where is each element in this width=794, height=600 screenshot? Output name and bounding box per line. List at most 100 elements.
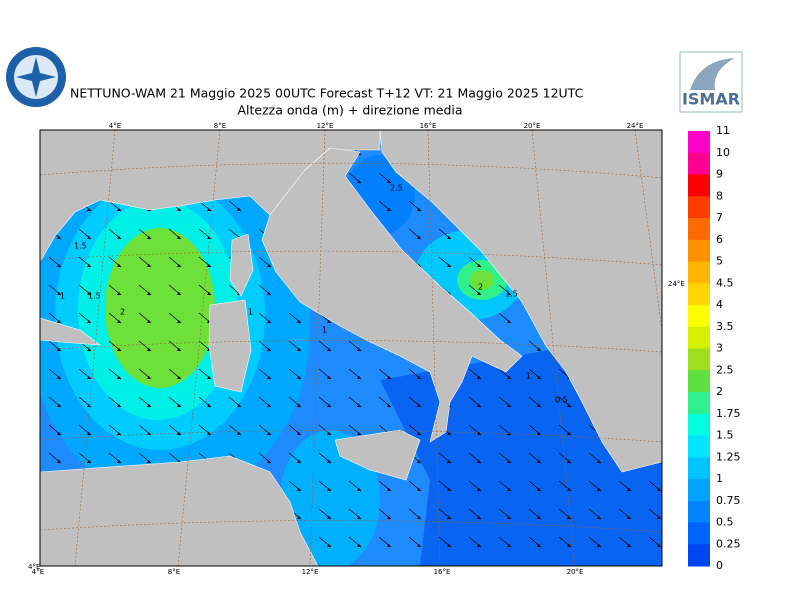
arrow-head xyxy=(537,488,541,491)
arrow-head xyxy=(447,236,451,239)
arrow-head xyxy=(147,460,151,463)
arrow-head xyxy=(387,488,391,491)
top-label: 12°E xyxy=(317,122,334,130)
contour-label: 0.5 xyxy=(555,396,568,405)
arrow-head xyxy=(87,432,91,435)
arrow-head xyxy=(417,488,421,491)
arrow-head xyxy=(87,264,91,267)
arrow-head xyxy=(417,404,421,407)
colorbar-band xyxy=(688,305,710,328)
arrow-head xyxy=(567,460,571,463)
arrow-head xyxy=(177,320,181,323)
arrow-head xyxy=(507,376,511,379)
arrow-head xyxy=(327,320,331,323)
arrow-head xyxy=(357,432,361,435)
arrow-head xyxy=(177,376,181,379)
colorbar-label: 5 xyxy=(716,255,723,268)
arrow-head xyxy=(237,208,241,211)
arrow-head xyxy=(477,376,481,379)
arrow-head xyxy=(297,460,301,463)
contour-label: 1.5 xyxy=(505,290,518,299)
arrow-head xyxy=(327,404,331,407)
arrow-head xyxy=(387,516,391,519)
arrow-head xyxy=(357,516,361,519)
bottom-label: 20°E xyxy=(567,568,584,576)
colorbar-label: 1 xyxy=(716,472,723,485)
title: NETTUNO-WAM 21 Maggio 2025 00UTC Forecas… xyxy=(70,86,584,101)
arrow-head xyxy=(507,460,511,463)
arrow-head xyxy=(87,236,91,239)
colorbar-label: 2.5 xyxy=(716,363,734,376)
arrow-head xyxy=(357,180,361,183)
arrow-head xyxy=(387,208,391,211)
arrow-head xyxy=(297,376,301,379)
arrow-head xyxy=(597,460,601,463)
arrow-head xyxy=(177,264,181,267)
arrow-head xyxy=(477,488,481,491)
arrow-head xyxy=(477,404,481,407)
arrow-head xyxy=(477,292,481,295)
arrow-head xyxy=(87,376,91,379)
colorbar-band xyxy=(688,239,710,262)
arrow-head xyxy=(147,404,151,407)
top-label: 24°E xyxy=(627,122,644,130)
graticule xyxy=(40,130,662,566)
arrow-head xyxy=(147,376,151,379)
arrow-head xyxy=(177,348,181,351)
arrow-head xyxy=(117,264,121,267)
arrow-head xyxy=(567,488,571,491)
arrow-head xyxy=(627,516,631,519)
contour-label: 1 xyxy=(60,292,65,301)
arrow-head xyxy=(267,264,271,267)
arrow-head xyxy=(327,460,331,463)
arrow-head xyxy=(507,320,511,323)
colorbar-band xyxy=(688,218,710,241)
top-label: 16°E xyxy=(420,122,437,130)
arrow-head xyxy=(57,460,61,463)
colorbar-label: 4 xyxy=(716,298,723,311)
colorbar-label: 1.25 xyxy=(716,450,741,463)
bottom-label: 4°E xyxy=(32,568,44,576)
arrow-head xyxy=(57,348,61,351)
bottom-label: 16°E xyxy=(434,568,451,576)
arrow-head xyxy=(417,236,421,239)
colorbar-label: 7 xyxy=(716,211,723,224)
colorbar-label: 8 xyxy=(716,189,723,202)
arrow-head xyxy=(447,460,451,463)
arrow-head xyxy=(417,432,421,435)
arrow-head xyxy=(117,404,121,407)
arrow-head xyxy=(567,432,571,435)
arrow-head xyxy=(327,488,331,491)
arrow-head xyxy=(357,376,361,379)
arrow-head xyxy=(267,376,271,379)
colorbar-label: 1.75 xyxy=(716,407,741,420)
arrow-head xyxy=(477,460,481,463)
arrow-head xyxy=(147,264,151,267)
arrow-head xyxy=(147,348,151,351)
arrow-head xyxy=(477,264,481,267)
arrow-head xyxy=(297,516,301,519)
arrow-head xyxy=(447,432,451,435)
arrow-head xyxy=(87,292,91,295)
colorbar-band xyxy=(688,435,710,458)
arrow-head xyxy=(567,544,571,547)
colorbar: 11 10 9 8 7 6 5 4.5 4 3.5 3 2.5 2 1.75 1.5 1.25 1 0.75 0.5… xyxy=(688,124,741,572)
colorbar-band xyxy=(688,457,710,480)
map-frame xyxy=(39,129,663,567)
arrow-head xyxy=(267,320,271,323)
contour-label: 1 xyxy=(322,326,327,335)
arrow-head xyxy=(237,432,241,435)
colorbar-label: 0.5 xyxy=(716,516,734,529)
arrow-head xyxy=(87,460,91,463)
colorbar-label: 4.5 xyxy=(716,276,734,289)
arrow-head xyxy=(327,516,331,519)
arrow-head xyxy=(417,460,421,463)
arrow-head xyxy=(357,404,361,407)
arrow-head xyxy=(297,432,301,435)
coordinate-labels: 4°E 24°E 4°E 8°E 12°E 16°E 20°E 24°E 4°E 8°E 12°… xyxy=(28,122,685,576)
arrow-head xyxy=(327,348,331,351)
contour-label: 2.5 xyxy=(390,184,403,193)
sea-band xyxy=(105,228,215,388)
arrow-head xyxy=(477,544,481,547)
